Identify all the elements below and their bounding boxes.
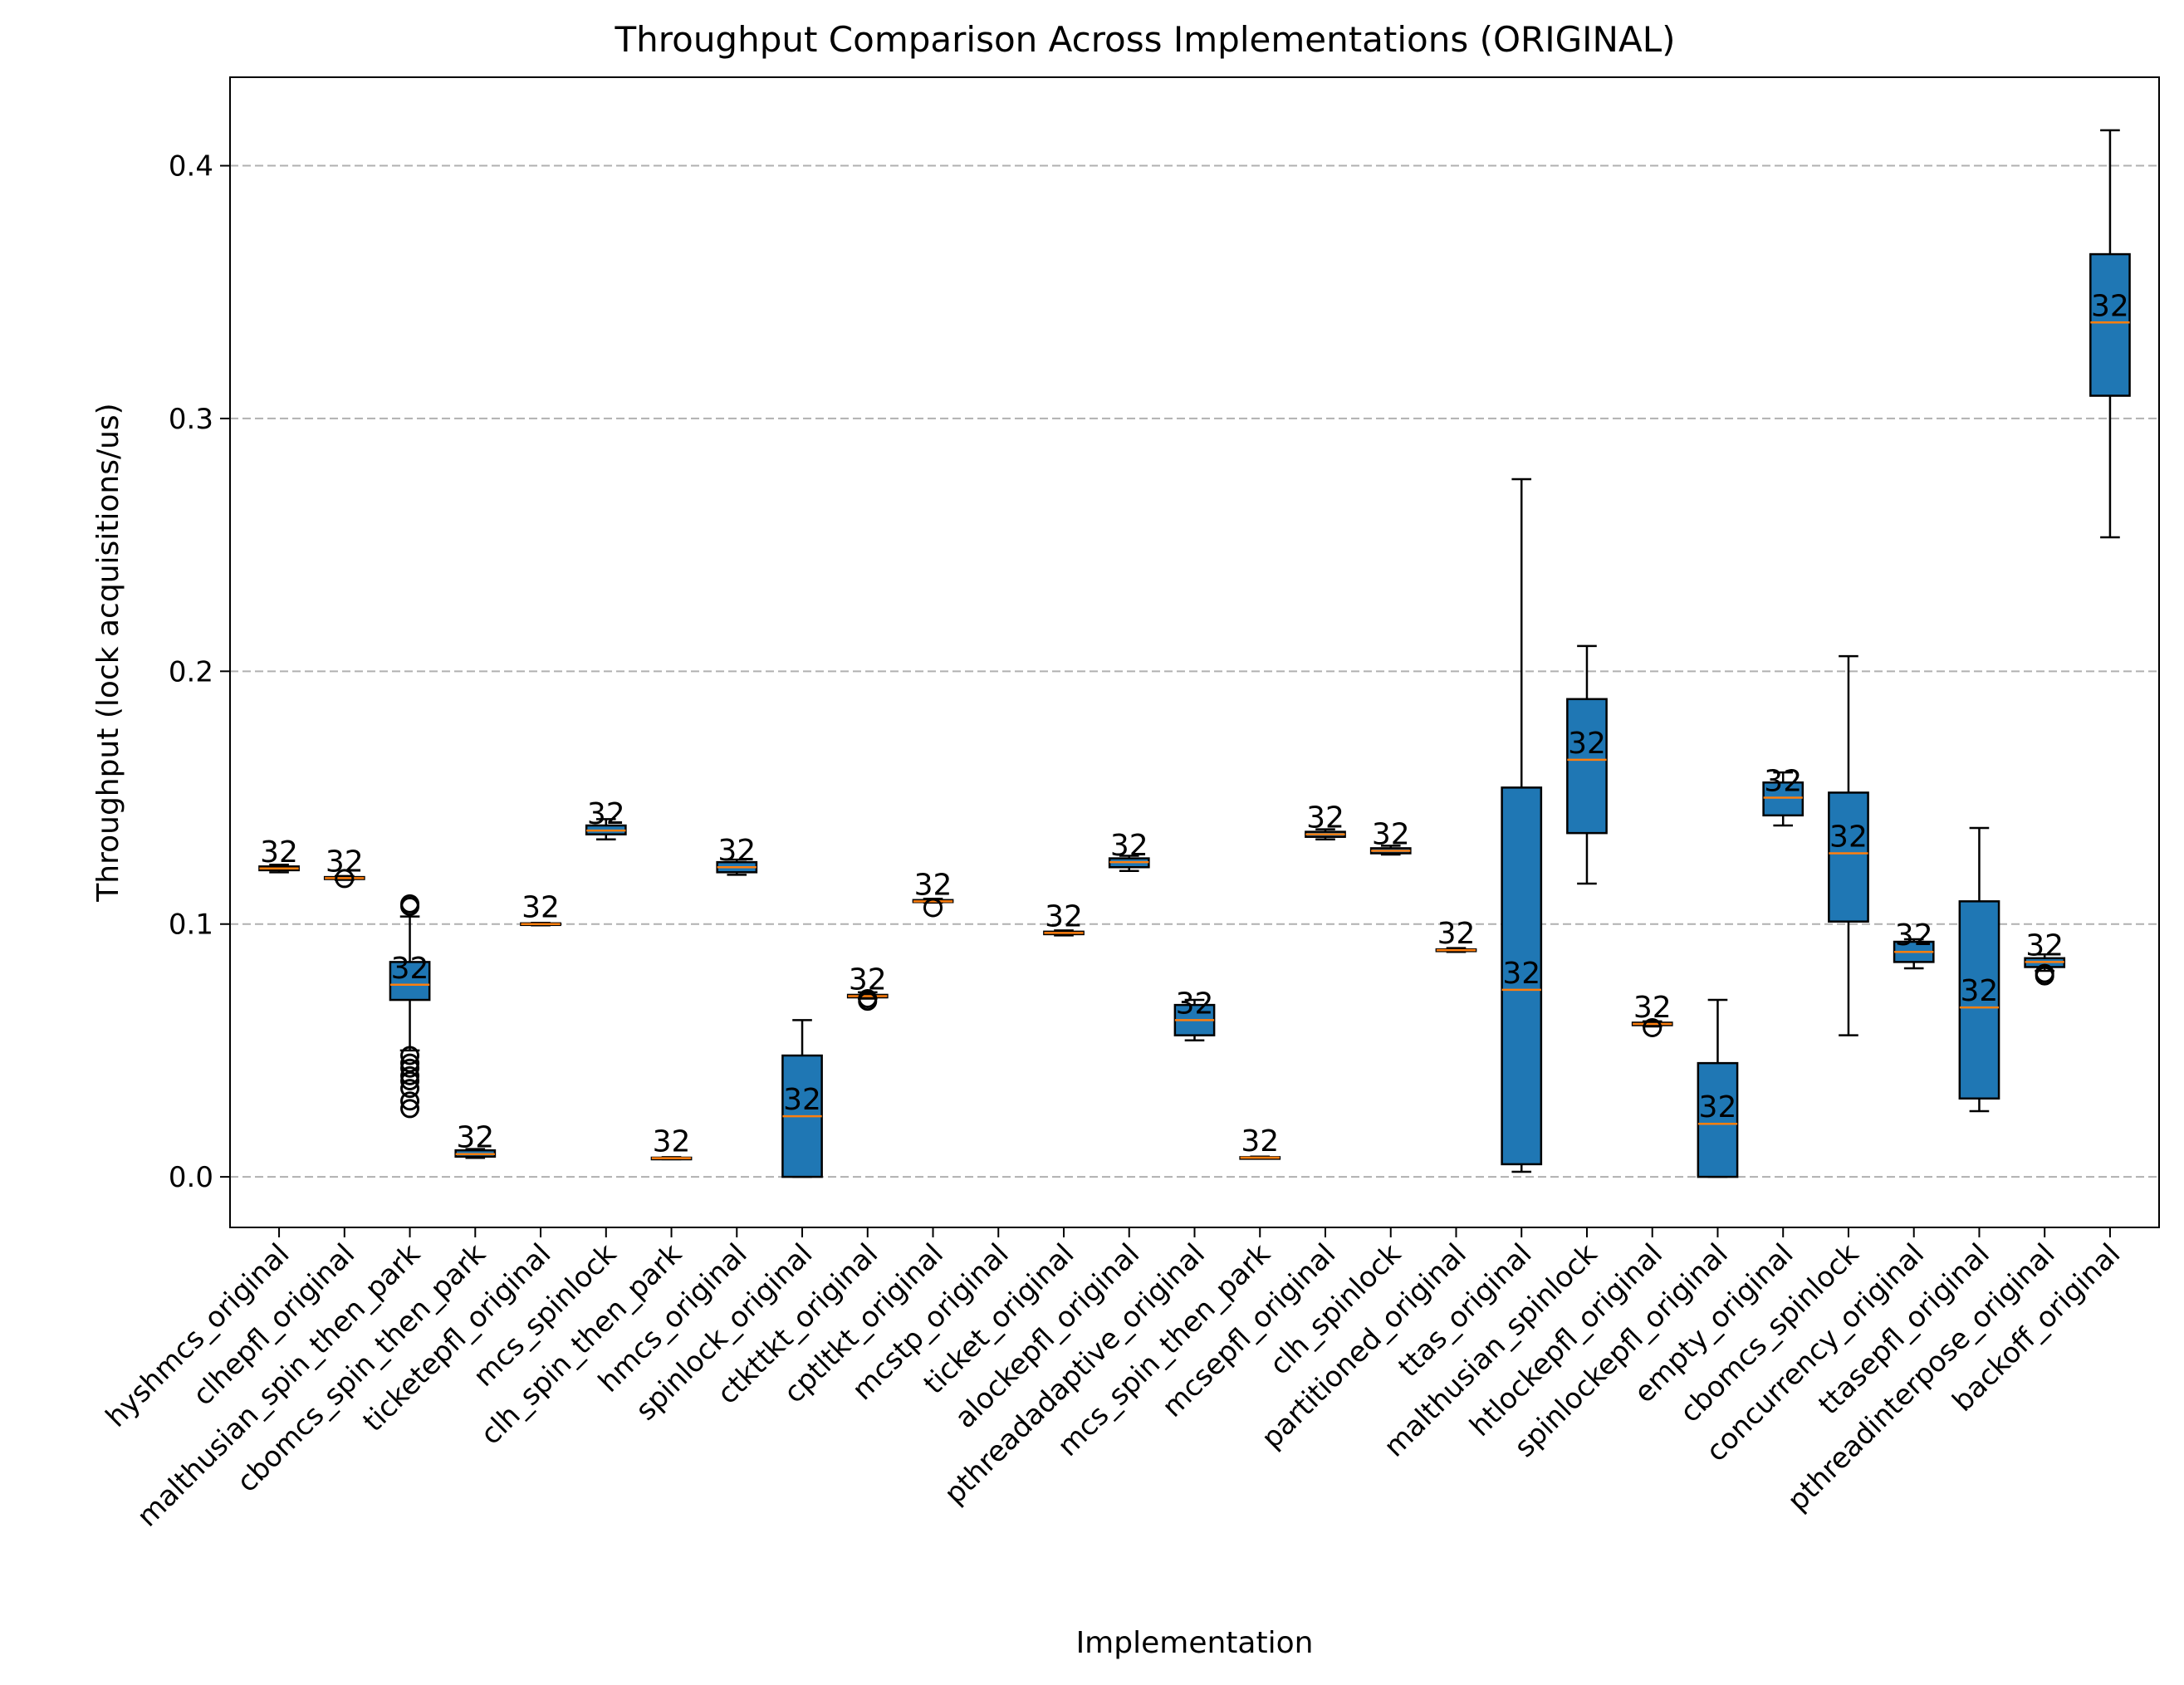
- box-iqr: [1501, 786, 1543, 1166]
- count-label: 32: [653, 1125, 691, 1159]
- count-label: 32: [1502, 957, 1540, 991]
- box-clh_spin_then_park: 32: [650, 1125, 693, 1161]
- box-htlockepfl_original: 32: [1631, 991, 1673, 1038]
- box-pthreadinterpose_original: 32: [2024, 928, 2066, 986]
- count-label: 32: [1306, 801, 1344, 835]
- box-iqr: [1762, 781, 1804, 817]
- box-hyshmcs_original: 32: [258, 835, 300, 874]
- count-label: 32: [456, 1121, 494, 1155]
- outlier-point: [2035, 966, 2054, 986]
- outlier-point: [400, 1099, 420, 1119]
- count-label: 32: [914, 868, 952, 902]
- y-tick-label: 0.4: [169, 150, 213, 184]
- count-label: 32: [1829, 820, 1868, 854]
- plot-frame: [229, 76, 2160, 1228]
- outlier-point: [400, 1070, 420, 1090]
- count-label: 32: [1895, 918, 1933, 953]
- y-tick-label: 0.0: [169, 1161, 213, 1194]
- count-label: 32: [717, 834, 756, 868]
- box-pthreadadaptive_original: 32: [1173, 987, 1216, 1041]
- count-label: 32: [849, 963, 887, 997]
- box-mcs_spin_then_park: 32: [1239, 1124, 1281, 1160]
- outlier-point: [400, 1091, 420, 1111]
- outlier-point: [335, 869, 355, 889]
- outlier-point: [400, 1058, 420, 1078]
- count-label: 32: [1176, 987, 1214, 1021]
- y-axis-label: Throughput (lock acquisitions/us): [91, 403, 125, 902]
- box-ttasepfl_original: 32: [1958, 826, 2000, 1113]
- box-empty_original: 32: [1762, 765, 1804, 827]
- chart-title: Throughput Comparison Across Implementat…: [615, 19, 1676, 60]
- box-malthusian_spin_then_park: 32: [389, 894, 431, 1119]
- count-label: 32: [1633, 991, 1672, 1025]
- count-label: 32: [522, 891, 560, 925]
- outlier-point: [400, 1046, 420, 1065]
- x-axis-label: Implementation: [1076, 1626, 1314, 1660]
- box-clh_spinlock: 32: [1369, 817, 1412, 856]
- count-label: 32: [1961, 974, 1999, 1008]
- box-mcs_spinlock: 32: [585, 797, 627, 841]
- count-label: 32: [1764, 765, 1802, 799]
- count-label: 32: [2091, 289, 2129, 323]
- box-iqr: [1958, 900, 2000, 1100]
- box-iqr: [1697, 1061, 1739, 1178]
- box-cptltkt_original: 32: [912, 868, 954, 918]
- count-label: 32: [783, 1083, 821, 1117]
- count-label: 32: [587, 797, 625, 831]
- y-tick-label: 0.2: [169, 655, 213, 688]
- box-alockepfl_original: 32: [1108, 829, 1150, 873]
- count-label: 32: [326, 845, 364, 879]
- box-spinlockepfl_original: 32: [1697, 998, 1739, 1178]
- box-hmcs_original: 32: [716, 834, 758, 876]
- box-cbomcs_spinlock: 32: [1828, 654, 1869, 1036]
- box-backoff_original: 32: [2089, 129, 2131, 539]
- box-ctkttkt_original: 32: [846, 963, 889, 1011]
- outlier-point: [400, 1079, 420, 1099]
- box-cbomcs_spin_then_park: 32: [454, 1121, 497, 1159]
- outlier-point: [400, 896, 420, 916]
- box-iqr: [389, 961, 431, 1002]
- box-ticketepfl_original: 32: [520, 891, 561, 927]
- box-iqr: [2089, 252, 2131, 397]
- outlier-point: [1643, 1018, 1662, 1038]
- y-tick-label: 0.1: [169, 909, 213, 942]
- box-ticket_original: 32: [1043, 899, 1085, 937]
- box-iqr: [1566, 698, 1608, 835]
- x-tick-label: malthusian_spin_then_park: [130, 1237, 427, 1534]
- count-label: 32: [391, 952, 429, 986]
- y-gridlines: [230, 164, 2159, 1178]
- box-partitioned_original: 32: [1435, 917, 1477, 953]
- count-label: 32: [1699, 1090, 1737, 1124]
- count-label: 32: [1437, 917, 1476, 951]
- box-iqr: [1828, 791, 1869, 923]
- count-label: 32: [2025, 928, 2064, 963]
- x-axis: hyshmcs_originalclhepfl_originalmalthusi…: [100, 1227, 2127, 1534]
- y-tick-label: 0.3: [169, 403, 213, 436]
- box-mcsepfl_original: 32: [1305, 801, 1346, 841]
- outlier-point: [923, 898, 943, 918]
- outlier-point: [858, 992, 878, 1011]
- box-ttas_original: 32: [1501, 478, 1543, 1173]
- count-label: 32: [260, 835, 298, 869]
- outlier-point: [400, 1065, 420, 1085]
- box-clhepfl_original: 32: [323, 845, 365, 889]
- count-label: 32: [1372, 817, 1410, 851]
- box-malthusian_spinlock: 32: [1566, 644, 1608, 885]
- y-axis: 0.0 0.1 0.2 0.3 0.4: [169, 150, 230, 1194]
- count-label: 32: [1110, 829, 1148, 863]
- count-label: 32: [1045, 899, 1083, 933]
- count-label: 32: [1568, 727, 1606, 761]
- box-spinlock_original: 32: [781, 1019, 823, 1178]
- boxplots: 32 32 32 32 32 32 32 32 32 32 32 32 32 32 32 32 32 32 32 32…: [258, 129, 2131, 1178]
- count-label: 32: [1241, 1124, 1279, 1158]
- box-concurrency_original: 32: [1893, 918, 1935, 970]
